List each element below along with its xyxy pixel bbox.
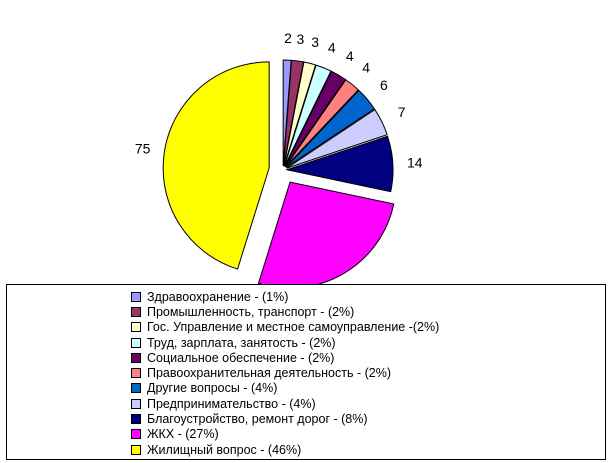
legend-label: Гос. Управление и местное самоуправление… — [147, 320, 440, 335]
pie-slice-4 — [284, 70, 347, 167]
legend-item-2: Гос. Управление и местное самоуправление… — [131, 320, 439, 335]
legend-swatch — [131, 414, 141, 425]
pie-slice-10 — [162, 61, 270, 270]
data-label-0: 2 — [284, 30, 292, 46]
legend-swatch — [131, 306, 141, 317]
legend-label: Другие вопросы - (4%) — [147, 381, 278, 396]
legend-label: Промышленность, транспорт - (2%) — [147, 304, 355, 319]
legend-item-0: Здравоохранение - (1%) — [131, 289, 439, 304]
pie-slice-5 — [285, 79, 360, 168]
legend-label: Предпринимательство - (4%) — [147, 396, 316, 411]
data-label-1: 3 — [297, 31, 305, 47]
legend-list: Здравоохранение - (1%) Промышленность, тр… — [131, 289, 439, 457]
data-label-5: 4 — [362, 59, 370, 75]
legend-item-7: Предпринимательство - (4%) — [131, 396, 439, 411]
legend-label: ЖКХ - (27%) — [147, 427, 219, 442]
legend-item-3: Труд, зарплата, занятость - (2%) — [131, 335, 439, 350]
pie-chart: 23344467144475 — [135, 30, 423, 284]
data-label-10: 75 — [135, 141, 151, 157]
legend-item-8: Благоустройство, ремонт дорог - (8%) — [131, 411, 439, 426]
legend-swatch — [131, 398, 141, 409]
legend-item-4: Социальное обеспечение - (2%) — [131, 350, 439, 365]
data-label-8: 14 — [407, 155, 423, 171]
pie-slice-7 — [286, 108, 388, 169]
legend-swatch — [131, 291, 141, 302]
legend-item-10: Жилищный вопрос - (46%) — [131, 442, 439, 457]
legend-label: Благоустройство, ремонт дорог - (8%) — [147, 412, 368, 427]
legend-swatch — [131, 429, 141, 440]
legend-item-6: Другие вопросы - (4%) — [131, 381, 439, 396]
legend-item-1: Промышленность, транспорт - (2%) — [131, 304, 439, 319]
legend-item-5: Правоохранительная деятельность - (2%) — [131, 365, 439, 380]
legend-swatch — [131, 444, 141, 455]
pie-slice-8 — [285, 135, 394, 193]
legend-swatch — [131, 368, 141, 379]
data-label-4: 4 — [346, 48, 354, 64]
legend-swatch — [131, 352, 141, 363]
legend: Здравоохранение - (1%) Промышленность, тр… — [6, 284, 606, 460]
pie-slice-9 — [257, 181, 395, 284]
data-label-3: 4 — [328, 39, 336, 55]
legend-label: Социальное обеспечение - (2%) — [147, 350, 335, 365]
legend-item-9: ЖКХ - (27%) — [131, 427, 439, 442]
pie-slice-3 — [284, 64, 332, 167]
legend-label: Правоохранительная деятельность - (2%) — [147, 366, 392, 381]
legend-swatch — [131, 383, 141, 394]
data-label-6: 6 — [380, 77, 388, 93]
legend-label: Здравоохранение - (1%) — [147, 289, 289, 304]
legend-label: Труд, зарплата, занятость - (2%) — [147, 335, 336, 350]
pie-slice-2 — [283, 61, 317, 167]
legend-swatch — [131, 337, 141, 348]
legend-label: Жилищный вопрос - (46%) — [147, 442, 302, 457]
pie-slice-6 — [285, 89, 376, 168]
data-label-7: 7 — [398, 104, 406, 120]
data-label-2: 3 — [311, 34, 319, 50]
legend-swatch — [131, 322, 141, 333]
